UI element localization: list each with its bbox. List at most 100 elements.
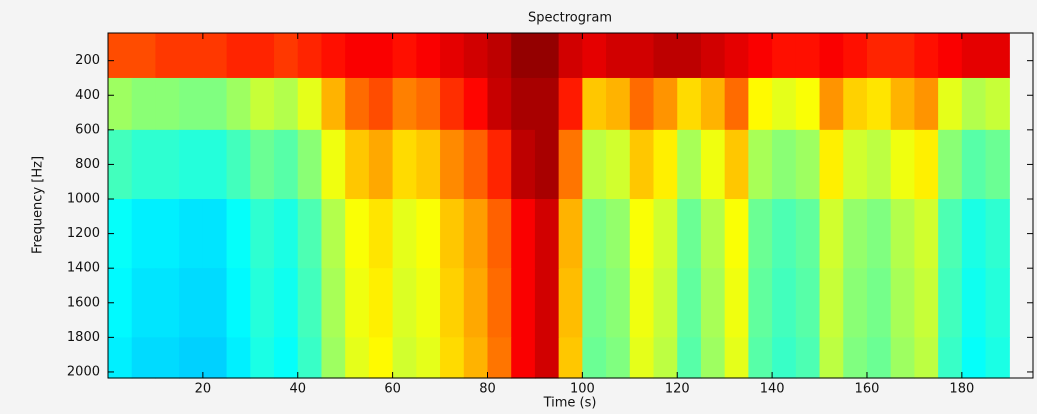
cell	[819, 268, 844, 338]
cell	[866, 268, 892, 338]
cell	[748, 33, 773, 79]
cell	[629, 77, 655, 131]
cell	[795, 129, 821, 200]
cell	[179, 268, 204, 338]
cell	[487, 129, 512, 200]
cell	[606, 337, 631, 379]
cell	[677, 199, 702, 269]
cell	[321, 129, 346, 200]
y-tick-label: 2000	[67, 364, 100, 379]
cell	[345, 268, 370, 338]
cell	[250, 33, 275, 79]
cell	[345, 129, 370, 200]
cell	[890, 337, 916, 379]
cell	[463, 337, 489, 379]
cell	[463, 129, 489, 200]
cell	[416, 268, 441, 338]
y-tick-label: 400	[75, 88, 100, 103]
cell	[487, 268, 512, 338]
cell	[297, 337, 323, 379]
cell	[202, 33, 228, 79]
cell	[866, 199, 892, 269]
cell	[748, 268, 773, 338]
cell	[795, 199, 821, 269]
cell	[629, 199, 655, 269]
cell	[961, 33, 987, 79]
cell	[700, 337, 726, 379]
cell	[440, 33, 465, 79]
cell	[179, 337, 204, 379]
cell	[202, 199, 228, 269]
cell	[558, 77, 583, 131]
cell	[179, 33, 204, 79]
cell	[392, 337, 417, 379]
y-tick-label: 1800	[67, 330, 100, 345]
cell	[250, 199, 275, 269]
cell	[392, 268, 417, 338]
cell	[558, 268, 583, 338]
cell	[345, 77, 370, 131]
x-tick-label: 180	[949, 382, 974, 397]
cell	[297, 33, 323, 79]
cell	[511, 77, 536, 131]
cell	[843, 337, 868, 379]
cell	[843, 33, 868, 79]
cell	[961, 129, 987, 200]
cell	[202, 129, 228, 200]
cell	[534, 129, 560, 200]
cell	[938, 33, 963, 79]
cell	[534, 268, 560, 338]
cell	[606, 77, 631, 131]
cell	[653, 268, 678, 338]
cell	[653, 129, 678, 200]
cell	[724, 268, 749, 338]
cell	[297, 268, 323, 338]
cell	[748, 199, 773, 269]
cell	[866, 77, 892, 131]
cell	[274, 33, 299, 79]
cell	[653, 33, 678, 79]
cell	[202, 77, 228, 131]
cell	[772, 268, 797, 338]
cell	[463, 33, 489, 79]
cell	[724, 129, 749, 200]
cell	[914, 337, 939, 379]
cell	[179, 77, 204, 131]
y-tick-label: 1400	[67, 261, 100, 276]
x-tick-label: 60	[384, 382, 401, 397]
cell	[274, 337, 299, 379]
cell	[345, 199, 370, 269]
cell	[511, 199, 536, 269]
cell	[582, 268, 607, 338]
cell	[890, 268, 916, 338]
cell	[772, 33, 797, 79]
cell	[226, 337, 251, 379]
cell	[463, 199, 489, 269]
cell	[321, 33, 346, 79]
cell	[843, 199, 868, 269]
cell	[677, 337, 702, 379]
cell	[487, 77, 512, 131]
cell	[866, 129, 892, 200]
cell	[606, 268, 631, 338]
cell	[511, 129, 536, 200]
cell	[724, 337, 749, 379]
cell	[558, 33, 583, 79]
x-axis-label: Time (s)	[543, 396, 597, 411]
cell	[772, 337, 797, 379]
cell	[724, 33, 749, 79]
cell	[368, 129, 394, 200]
cell	[155, 337, 180, 379]
x-tick-label: 100	[570, 382, 595, 397]
x-tick-label: 20	[195, 382, 212, 397]
cell	[511, 337, 536, 379]
cell	[155, 199, 180, 269]
cell	[368, 199, 394, 269]
cell	[250, 268, 275, 338]
x-tick-label: 80	[479, 382, 496, 397]
cell	[416, 199, 441, 269]
cell	[724, 77, 749, 131]
cell	[558, 337, 583, 379]
cell	[606, 199, 631, 269]
cell	[985, 268, 1010, 338]
